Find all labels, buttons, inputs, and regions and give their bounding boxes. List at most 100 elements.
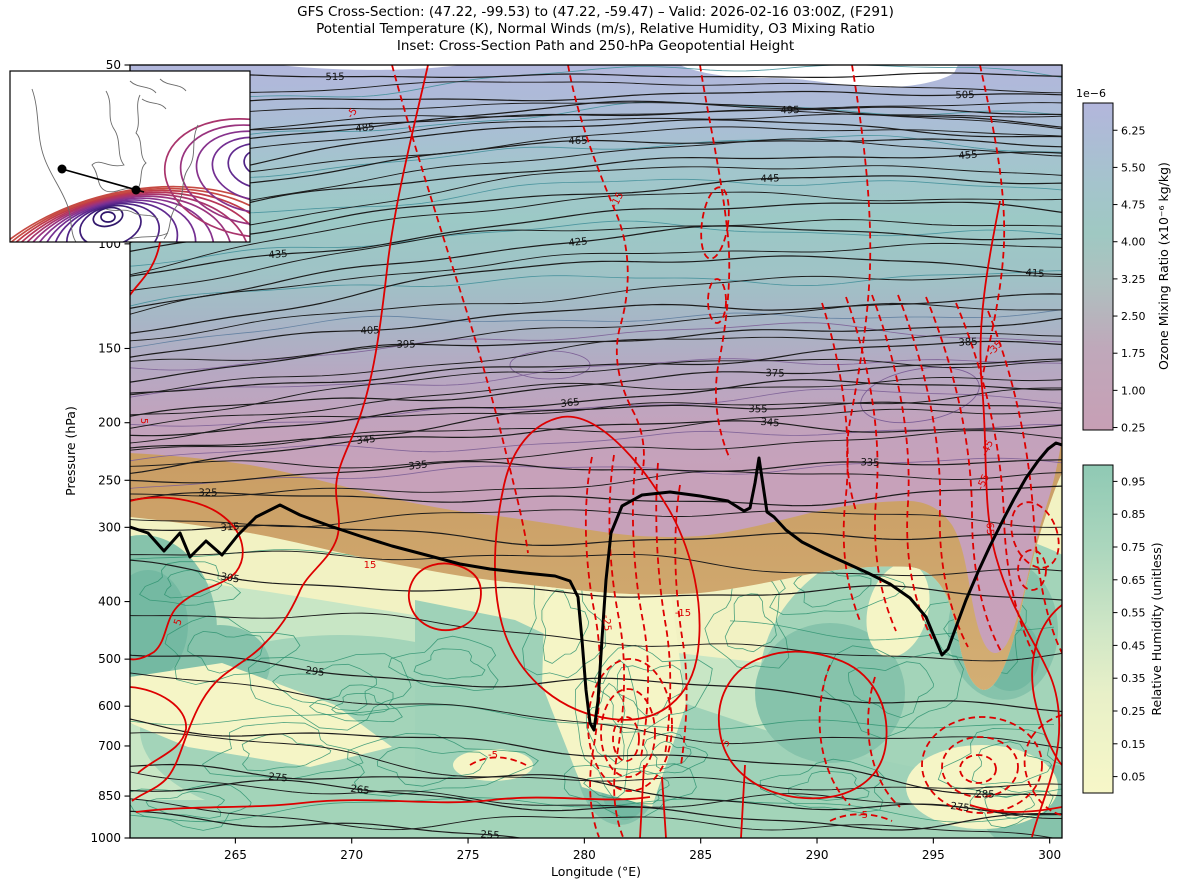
wind-label: -65 xyxy=(984,519,996,536)
plot-area: 255 265 275 275 285 295 305 315 325 335 335 345 345 3… xyxy=(130,65,1062,841)
inset-cross-section-path xyxy=(61,168,145,193)
theta-contour-330 xyxy=(130,470,1062,497)
theta-contour-390 xyxy=(130,332,1062,396)
theta-label-295: 295 xyxy=(305,665,325,679)
theta-contour-310 xyxy=(130,550,1062,577)
inset-geopotential-contours xyxy=(10,118,250,242)
rh-contour xyxy=(241,733,332,772)
ozone-cb-tick-label: 1.00 xyxy=(1121,384,1146,397)
theta-label-455: 455 xyxy=(958,150,978,162)
rh-contour xyxy=(541,589,590,664)
rh-contour xyxy=(130,783,252,831)
x-tick-label: 290 xyxy=(806,848,829,862)
rh-contour xyxy=(347,732,539,797)
theta-contour-325 xyxy=(130,485,1062,507)
inset-coastlines xyxy=(31,78,199,242)
rh-cb-tick-label: 0.45 xyxy=(1121,639,1146,652)
theta-label-375: 375 xyxy=(765,368,784,380)
rh-contour xyxy=(847,661,934,719)
theta-label-355: 355 xyxy=(748,404,767,415)
ozone-cb-tick-label: 6.25 xyxy=(1121,124,1146,137)
rh-cb-tick-label: 0.95 xyxy=(1121,475,1146,488)
y-tick-label: 400 xyxy=(98,595,121,609)
ozone-cb-tick-label: 0.25 xyxy=(1121,422,1146,435)
theta-contour-490 xyxy=(130,109,1062,145)
aux-contour xyxy=(130,457,1062,489)
y-tick-label: 300 xyxy=(98,520,121,534)
theta-label-465: 465 xyxy=(568,136,587,147)
theta-contour-450 xyxy=(130,165,1062,244)
inset-contour xyxy=(26,197,215,242)
theta-contour-360 xyxy=(130,387,1062,444)
rh-colorbar-gradient xyxy=(1082,464,1114,794)
inset-contour xyxy=(52,201,179,242)
theta-contour-475 xyxy=(130,119,1062,185)
wind-label: 5 xyxy=(172,617,185,627)
theta-contour-410 xyxy=(130,275,1062,342)
x-tick-label: 280 xyxy=(573,848,596,862)
x-tick-label: 265 xyxy=(224,848,247,862)
theta-label-495: 495 xyxy=(780,105,799,116)
ozone-cb-tick-label: 1.75 xyxy=(1121,347,1146,360)
inset-contour xyxy=(211,136,250,202)
theta-contour-335 xyxy=(130,459,1062,484)
theta-label-485: 485 xyxy=(355,122,375,135)
wind-label: 5 xyxy=(720,738,733,749)
y-tick-label: 1000 xyxy=(90,831,121,845)
rh-contour xyxy=(331,692,390,716)
rh-contour xyxy=(969,785,1054,829)
inset-contour xyxy=(179,124,250,226)
aux-contour xyxy=(130,65,1062,101)
aux-contour xyxy=(130,270,1062,307)
rh-contour xyxy=(164,615,301,685)
inset-contour xyxy=(243,148,250,178)
ozone-colorbar-offset: 1e−6 xyxy=(1076,87,1106,100)
wind-negative-contours xyxy=(391,65,1062,838)
theta-contour-385 xyxy=(130,340,1062,394)
wind-label: -5 xyxy=(488,750,498,761)
theta-contour-455 xyxy=(130,151,1062,230)
theta-contour-375 xyxy=(130,358,1062,417)
wind-label: 15 xyxy=(364,560,377,571)
inset-path-end-dot xyxy=(131,185,141,195)
ozone-cb-tick-label: 3.25 xyxy=(1121,273,1146,286)
rh-contour xyxy=(139,561,242,606)
theta-contour-480 xyxy=(130,113,1062,163)
inset-contour xyxy=(195,130,250,214)
inset-contour xyxy=(92,206,124,228)
inset-map xyxy=(9,70,251,243)
rh-cb-tick-label: 0.15 xyxy=(1121,738,1146,751)
ozone-colorbar: 1e−6 6.25 5.50 4.75 4.00 3.25 2.50 1.75 1.00 0.2… xyxy=(1076,87,1171,435)
theta-contour-420 xyxy=(130,242,1062,315)
theta-contour-350 xyxy=(130,408,1062,451)
theta-label-265: 265 xyxy=(350,784,370,797)
x-tick-label: 300 xyxy=(1038,848,1061,862)
x-tick-label: 270 xyxy=(340,848,363,862)
theta-contour-265 xyxy=(130,779,1062,831)
inset-contour xyxy=(10,191,250,242)
rh-contour xyxy=(583,770,670,805)
ozone-thin-contours xyxy=(130,65,1062,489)
theta-contour-435 xyxy=(130,201,1062,277)
inset-contour xyxy=(13,195,233,242)
wind-label: -25 xyxy=(600,614,612,631)
theta-label-325: 325 xyxy=(198,488,217,499)
rh-contour xyxy=(651,740,692,770)
theta-contour-405 xyxy=(130,293,1062,358)
inset-path-start-dot xyxy=(57,164,67,174)
theta-contour-lines xyxy=(130,72,1062,838)
theta-label-255: 255 xyxy=(480,829,500,841)
theta-contour-465 xyxy=(130,138,1062,206)
ozone-colorbar-ticks: 6.25 5.50 4.75 4.00 3.25 2.50 1.75 1.00 0.25 xyxy=(1113,124,1146,435)
ozone-cb-tick-label: 2.50 xyxy=(1121,310,1146,323)
inset-contour xyxy=(10,193,250,242)
x-tick-label: 285 xyxy=(689,848,712,862)
ozone-colorbar-gradient xyxy=(1082,102,1114,431)
rh-contour xyxy=(145,790,226,819)
ozone-cb-tick-label: 4.00 xyxy=(1121,236,1146,249)
x-tick-label: 295 xyxy=(922,848,945,862)
theta-label-435: 435 xyxy=(268,249,288,261)
rh-cb-tick-label: 0.55 xyxy=(1121,607,1146,620)
theta-contour-500 xyxy=(130,102,1062,119)
